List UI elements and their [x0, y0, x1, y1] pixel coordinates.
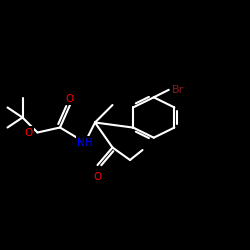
Text: O: O	[94, 172, 102, 182]
Text: O: O	[66, 94, 74, 104]
Text: O: O	[24, 128, 32, 138]
Text: NH: NH	[77, 138, 93, 147]
Text: Br: Br	[172, 85, 184, 95]
